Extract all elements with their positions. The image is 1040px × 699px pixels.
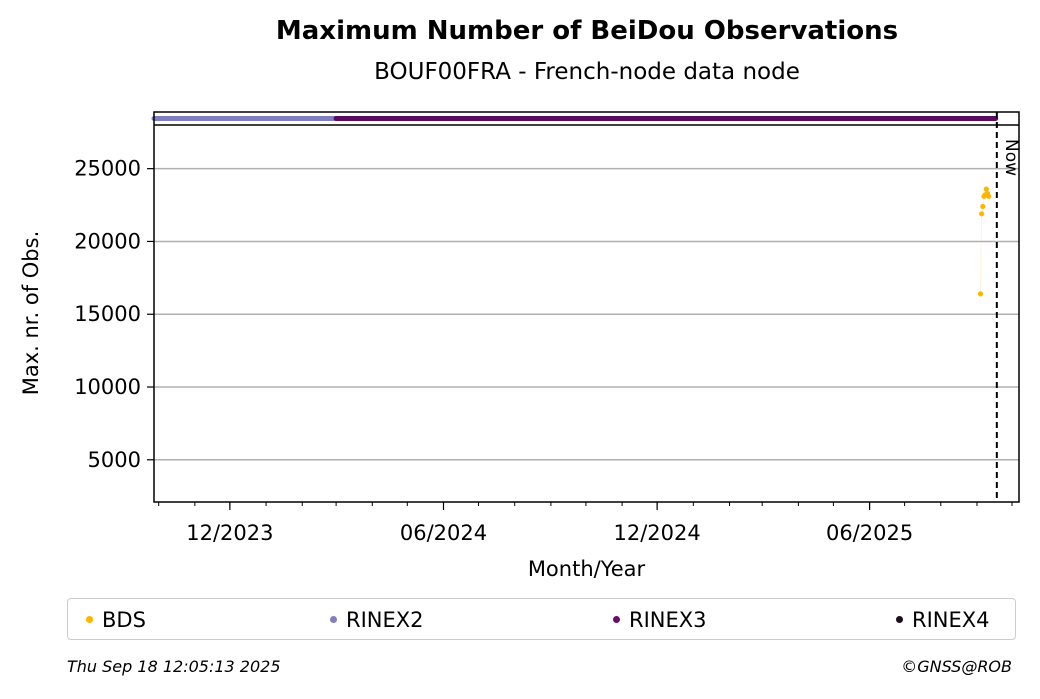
y-tick-label: 15000	[74, 302, 141, 326]
footer-credit: ©GNSS@ROB	[901, 657, 1012, 676]
data-point-bds	[980, 203, 986, 210]
x-tick-label: 12/2024	[613, 521, 700, 545]
legend-item-rinex2: RINEX2	[330, 608, 424, 632]
x-tick-label: 06/2024	[400, 521, 487, 545]
chart-title: Maximum Number of BeiDou Observations	[275, 16, 899, 46]
legend-item-rinex3: RINEX3	[613, 608, 707, 632]
legend-marker-rinex2	[330, 615, 337, 623]
legend: BDS RINEX2 RINEX3 RINEX4	[67, 598, 1016, 640]
chart-subtitle: BOUF00FRA - French-node data node	[374, 59, 800, 85]
legend-label-rinex4: RINEX4	[912, 608, 990, 632]
footer-timestamp: Thu Sep 18 12:05:13 2025	[67, 657, 281, 676]
legend-label-bds: BDS	[102, 608, 146, 632]
x-axis-label: Month/Year	[528, 557, 646, 581]
legend-label-rinex3: RINEX3	[629, 608, 707, 632]
y-tick-label: 20000	[74, 229, 141, 253]
legend-item-bds: BDS	[86, 608, 146, 632]
data-point-bds	[986, 193, 992, 199]
data-point-bds	[979, 211, 985, 217]
y-tick-label: 10000	[74, 375, 141, 399]
data-point-bds	[977, 291, 984, 297]
legend-marker-bds	[86, 615, 93, 623]
y-tick-label: 5000	[88, 448, 141, 472]
legend-marker-rinex3	[613, 615, 620, 623]
legend-label-rinex2: RINEX2	[346, 608, 424, 632]
x-tick-label: 06/2025	[826, 521, 913, 545]
y-axis-label: Max. nr. of Obs.	[19, 231, 43, 396]
legend-marker-rinex4	[896, 615, 903, 623]
legend-item-rinex4: RINEX4	[896, 608, 990, 632]
x-tick-label: 12/2023	[186, 521, 273, 545]
plot-frame	[153, 111, 1020, 503]
now-label: Now	[1001, 139, 1021, 176]
y-tick-label: 25000	[74, 157, 141, 181]
data-point-bds	[983, 186, 989, 192]
